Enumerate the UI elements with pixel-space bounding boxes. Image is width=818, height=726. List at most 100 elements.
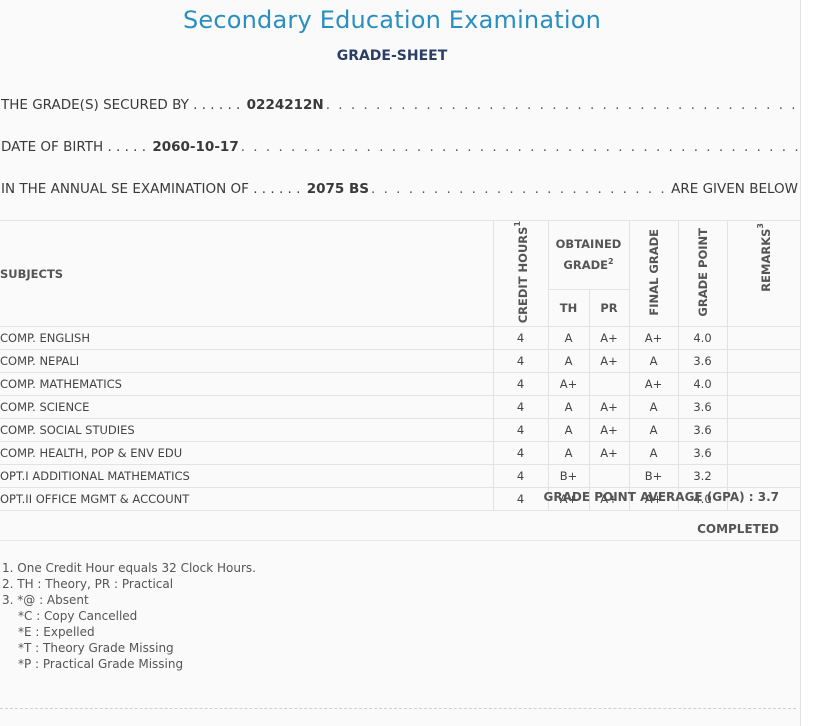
remarks-cell [726, 395, 801, 420]
theory-grade-cell: B+ [547, 464, 590, 489]
leader-dots: . . . . . . . . . . . . . . . . . . . . … [325, 97, 798, 113]
credit-hours-cell: 4 [492, 372, 549, 397]
secured-by-line: THE GRADE(S) SECURED BY . . . . . . 0224… [1, 97, 798, 113]
final-grade-cell: A+ [628, 326, 679, 351]
practical-grade-cell [588, 372, 630, 397]
table-row: COMP. SCIENCE 4 A A+ A 3.6 [0, 395, 801, 420]
secured-by-label: THE GRADE(S) SECURED BY [1, 97, 189, 113]
exam-title: Secondary Education Examination [182, 6, 602, 34]
subject-cell: COMP. ENGLISH [0, 326, 494, 351]
practical-grade-cell: A+ [588, 441, 630, 466]
table-row: OPT.I ADDITIONAL MATHEMATICS 4 B+ B+ 3.2 [0, 464, 801, 489]
grade-point-cell: 3.6 [677, 441, 728, 466]
grade-sheet-subtitle: GRADE-SHEET [336, 48, 448, 64]
secured-lead-dots: . . . . . . [193, 97, 241, 113]
leader-dots: . . . . . . . . . . . . . . . . . . . . … [240, 139, 798, 155]
credit-hours-header: CREDIT HOURS1 [492, 219, 549, 328]
final-grade-cell: A [628, 349, 679, 374]
dob-line: DATE OF BIRTH . . . . . 2060-10-17 . . .… [1, 139, 798, 155]
final-grade-header: FINAL GRADE [628, 219, 679, 328]
practical-grade-cell: A+ [588, 418, 630, 443]
table-row: COMP. ENGLISH 4 A A+ A+ 4.0 [0, 326, 801, 351]
remarks-cell [726, 464, 801, 489]
subjects-header: SUBJECTS [0, 219, 494, 328]
footnote: *C : Copy Cancelled [18, 609, 138, 623]
grades-table: SUBJECTS CREDIT HOURS1 OBTAINED GRADE2 F… [0, 219, 801, 512]
grade-point-cell: 3.2 [677, 464, 728, 489]
exam-tail: ARE GIVEN BELOW [671, 181, 798, 197]
final-grade-cell: A [628, 395, 679, 420]
dashed-divider [0, 708, 796, 709]
grade-sheet-panel: Secondary Education Examination GRADE-SH… [0, 0, 801, 726]
credit-hours-cell: 4 [492, 326, 549, 351]
remarks-cell [726, 487, 801, 512]
remarks-cell [726, 326, 801, 351]
footnote: *T : Theory Grade Missing [18, 641, 174, 655]
footnote: *P : Practical Grade Missing [18, 657, 184, 671]
remarks-header: REMARKS3 [726, 219, 801, 328]
grade-point-cell: 4.0 [677, 372, 728, 397]
final-grade-cell: B+ [628, 464, 679, 489]
subject-cell: COMP. MATHEMATICS [0, 372, 494, 397]
credit-hours-cell: 4 [492, 487, 549, 512]
divider [0, 540, 800, 541]
final-grade-cell: A+ [628, 372, 679, 397]
theory-grade-cell: A+ [547, 372, 590, 397]
table-row: COMP. HEALTH, POP & ENV EDU 4 A A+ A 3.6 [0, 441, 801, 466]
symbol-number: 0224212N [246, 97, 324, 113]
dob-lead-dots: . . . . . [107, 139, 147, 155]
grade-point-cell: 3.6 [677, 418, 728, 443]
subject-cell: COMP. NEPALI [0, 349, 494, 374]
remarks-cell [726, 441, 801, 466]
theory-grade-cell: A+ [547, 487, 590, 512]
remarks-cell [726, 349, 801, 374]
theory-grade-cell: A [547, 418, 590, 443]
final-grade-cell: A [628, 418, 679, 443]
leader-dots: . . . . . . . . . . . . . . . . . . . . … [371, 181, 669, 197]
theory-grade-cell: A [547, 349, 590, 374]
table-row: COMP. MATHEMATICS 4 A+ A+ 4.0 [0, 372, 801, 397]
credit-hours-cell: 4 [492, 349, 549, 374]
footnote: *E : Expelled [18, 625, 95, 639]
practical-grade-cell: A+ [588, 326, 630, 351]
remarks-cell [726, 418, 801, 443]
credit-hours-cell: 4 [492, 441, 549, 466]
footnote: 1. One Credit Hour equals 32 Clock Hours… [2, 561, 256, 575]
footnotes: 1. One Credit Hour equals 32 Clock Hours… [2, 560, 256, 672]
grade-point-header: GRADE POINT [677, 219, 728, 328]
credit-hours-cell: 4 [492, 395, 549, 420]
obtained-grade-header: OBTAINED GRADE2 [547, 220, 630, 290]
th-header: TH [547, 288, 590, 328]
theory-grade-cell: A [547, 395, 590, 420]
gpa-summary: GRADE POINT AVERAGE (GPA) : 3.7 [543, 490, 780, 504]
subject-cell: COMP. SCIENCE [0, 395, 494, 420]
table-row: COMP. NEPALI 4 A A+ A 3.6 [0, 349, 801, 374]
table-row: OPT.II OFFICE MGMT & ACCOUNT 4 A+ A+ A+ 4.0 [0, 487, 801, 512]
remarks-cell [726, 372, 801, 397]
footnote: 2. TH : Theory, PR : Practical [2, 577, 174, 591]
practical-grade-cell: A+ [588, 395, 630, 420]
subject-cell: COMP. SOCIAL STUDIES [0, 418, 494, 443]
credit-hours-cell: 4 [492, 418, 549, 443]
subject-cell: OPT.II OFFICE MGMT & ACCOUNT [0, 487, 494, 512]
subject-cell: OPT.I ADDITIONAL MATHEMATICS [0, 464, 494, 489]
exam-year: 2075 BS [306, 181, 370, 197]
footnote: 3. *@ : Absent [2, 593, 89, 607]
grade-point-cell: 3.6 [677, 395, 728, 420]
grade-point-cell: 4.0 [677, 326, 728, 351]
exam-lead-dots: . . . . . . [253, 181, 301, 197]
practical-grade-cell: A+ [588, 349, 630, 374]
grade-point-cell: 3.6 [677, 349, 728, 374]
theory-grade-cell: A [547, 441, 590, 466]
exam-label: IN THE ANNUAL SE EXAMINATION OF [1, 181, 249, 197]
credit-hours-cell: 4 [492, 464, 549, 489]
exam-line: IN THE ANNUAL SE EXAMINATION OF . . . . … [1, 181, 798, 197]
practical-grade-cell: A+ [588, 487, 630, 512]
table-row: COMP. SOCIAL STUDIES 4 A A+ A 3.6 [0, 418, 801, 443]
dob-label: DATE OF BIRTH [1, 139, 104, 155]
practical-grade-cell [588, 464, 630, 489]
result-status: COMPLETED [697, 522, 779, 536]
final-grade-cell: A [628, 441, 679, 466]
subject-cell: COMP. HEALTH, POP & ENV EDU [0, 441, 494, 466]
date-of-birth: 2060-10-17 [152, 139, 239, 155]
